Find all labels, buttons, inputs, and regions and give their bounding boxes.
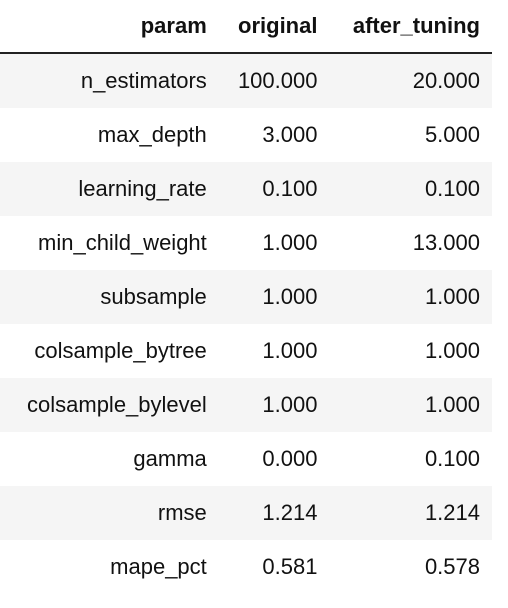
column-header-after-tuning: after_tuning bbox=[319, 0, 492, 54]
table-row: mape_pct 0.581 0.578 bbox=[0, 540, 492, 594]
after-tuning-cell: 0.578 bbox=[424, 554, 480, 579]
after-tuning-cell: 20.000 bbox=[412, 68, 480, 93]
after-tuning-cell: 0.100 bbox=[424, 446, 480, 471]
after-tuning-cell: 0.100 bbox=[424, 176, 480, 201]
table-header: param original after_tuning bbox=[0, 0, 492, 54]
table-row: colsample_bytree 1.000 1.000 bbox=[0, 324, 492, 378]
original-cell: 0.100 bbox=[262, 176, 318, 201]
after-tuning-cell: 5.000 bbox=[424, 122, 480, 147]
after-tuning-cell: 1.214 bbox=[424, 500, 480, 525]
param-cell: colsample_bytree bbox=[34, 338, 207, 363]
after-tuning-cell: 13.000 bbox=[412, 230, 480, 255]
column-header-original: original bbox=[208, 0, 320, 54]
param-cell: learning_rate bbox=[78, 176, 207, 201]
table-row: n_estimators 100.000 20.000 bbox=[0, 53, 492, 108]
original-cell: 0.581 bbox=[262, 554, 318, 579]
param-cell: min_child_weight bbox=[38, 230, 207, 255]
param-cell: mape_pct bbox=[110, 554, 207, 579]
original-cell: 1.000 bbox=[262, 392, 318, 417]
param-cell: n_estimators bbox=[80, 68, 207, 93]
param-cell: rmse bbox=[157, 500, 207, 525]
param-cell: max_depth bbox=[97, 122, 207, 147]
original-cell: 1.000 bbox=[262, 284, 318, 309]
table-row: rmse 1.214 1.214 bbox=[0, 486, 492, 540]
original-cell: 1.000 bbox=[262, 338, 318, 363]
table-row: learning_rate 0.100 0.100 bbox=[0, 162, 492, 216]
table-row: min_child_weight 1.000 13.000 bbox=[0, 216, 492, 270]
table-row: max_depth 3.000 5.000 bbox=[0, 108, 492, 162]
original-cell: 3.000 bbox=[262, 122, 318, 147]
after-tuning-cell: 1.000 bbox=[424, 284, 480, 309]
original-cell: 100.000 bbox=[237, 68, 318, 93]
table-row: subsample 1.000 1.000 bbox=[0, 270, 492, 324]
param-cell: subsample bbox=[100, 284, 207, 309]
table-row: gamma 0.000 0.100 bbox=[0, 432, 492, 486]
table-row: colsample_bylevel 1.000 1.000 bbox=[0, 378, 492, 432]
param-cell: gamma bbox=[133, 446, 207, 471]
original-cell: 0.000 bbox=[262, 446, 318, 471]
after-tuning-cell: 1.000 bbox=[424, 392, 480, 417]
header-row: param original after_tuning bbox=[0, 0, 492, 54]
original-cell: 1.214 bbox=[262, 500, 318, 525]
param-cell: colsample_bylevel bbox=[27, 392, 207, 417]
table-body: n_estimators 100.000 20.000 max_depth 3.… bbox=[0, 53, 492, 594]
after-tuning-cell: 1.000 bbox=[424, 338, 480, 363]
column-header-param: param bbox=[0, 0, 209, 54]
original-cell: 1.000 bbox=[262, 230, 318, 255]
params-table: param original after_tuning n_estimators… bbox=[0, 0, 492, 594]
